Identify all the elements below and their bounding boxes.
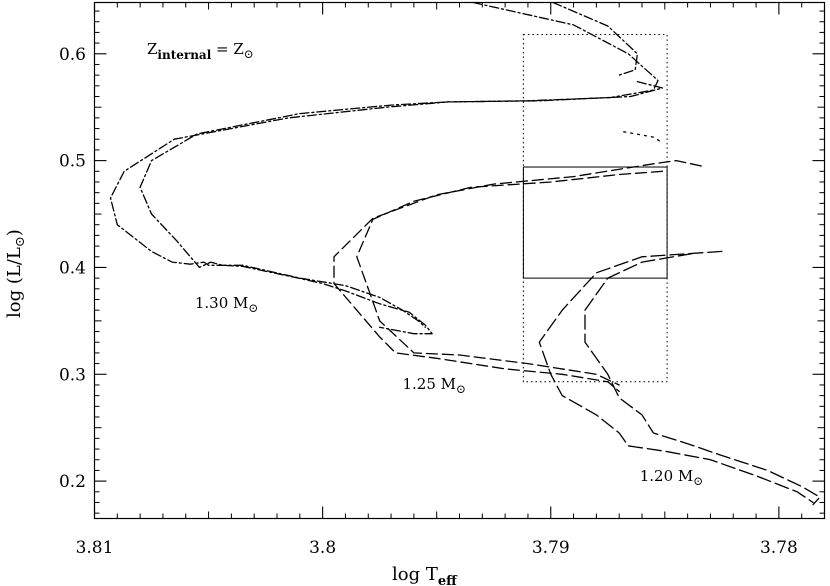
x-axis-title: log Teff [392,564,458,586]
track-120-msun [584,252,821,506]
track-130-msun [109,80,664,328]
plot-frame [93,1,826,520]
track-120-msun [538,250,814,504]
solid-box [522,166,668,279]
dotted-box [522,34,668,383]
track-125-msun [333,159,702,393]
y-tick-label: 0.6 [59,45,86,65]
x-tick-label: 3.81 [76,538,114,558]
y-tick-label: 0.3 [59,365,86,385]
track-130-msun [623,131,661,143]
y-tick-label: 0.5 [59,152,86,172]
annotation-metallicity: Zinternal = Z⊙ [147,40,254,62]
x-tick-label: 3.79 [532,538,570,558]
x-tick-label: 3.78 [760,538,798,558]
y-axis-title: log (L/L⊙) [4,229,28,318]
axis-ticks [93,2,825,519]
annotation-mass-130: 1.30 M⊙ [195,294,259,315]
region-boxes [522,34,668,383]
y-tick-label: 0.2 [59,472,86,492]
annotation-mass-120: 1.20 M⊙ [640,467,704,488]
track-130-msun [552,1,639,76]
x-tick-label: 3.8 [309,538,336,558]
track-125-msun [356,170,664,386]
tick-labels: 3.81 3.8 3.79 3.78 0.2 0.3 0.4 0.5 0.6 [59,45,798,558]
track-130-msun [139,1,659,335]
annotation-mass-125: 1.25 M⊙ [402,375,466,396]
evolutionary-tracks [109,1,821,506]
y-tick-label: 0.4 [59,258,86,278]
track-annotations: Zinternal = Z⊙ 1.30 M⊙ 1.25 M⊙ 1.20 M⊙ [147,40,703,488]
